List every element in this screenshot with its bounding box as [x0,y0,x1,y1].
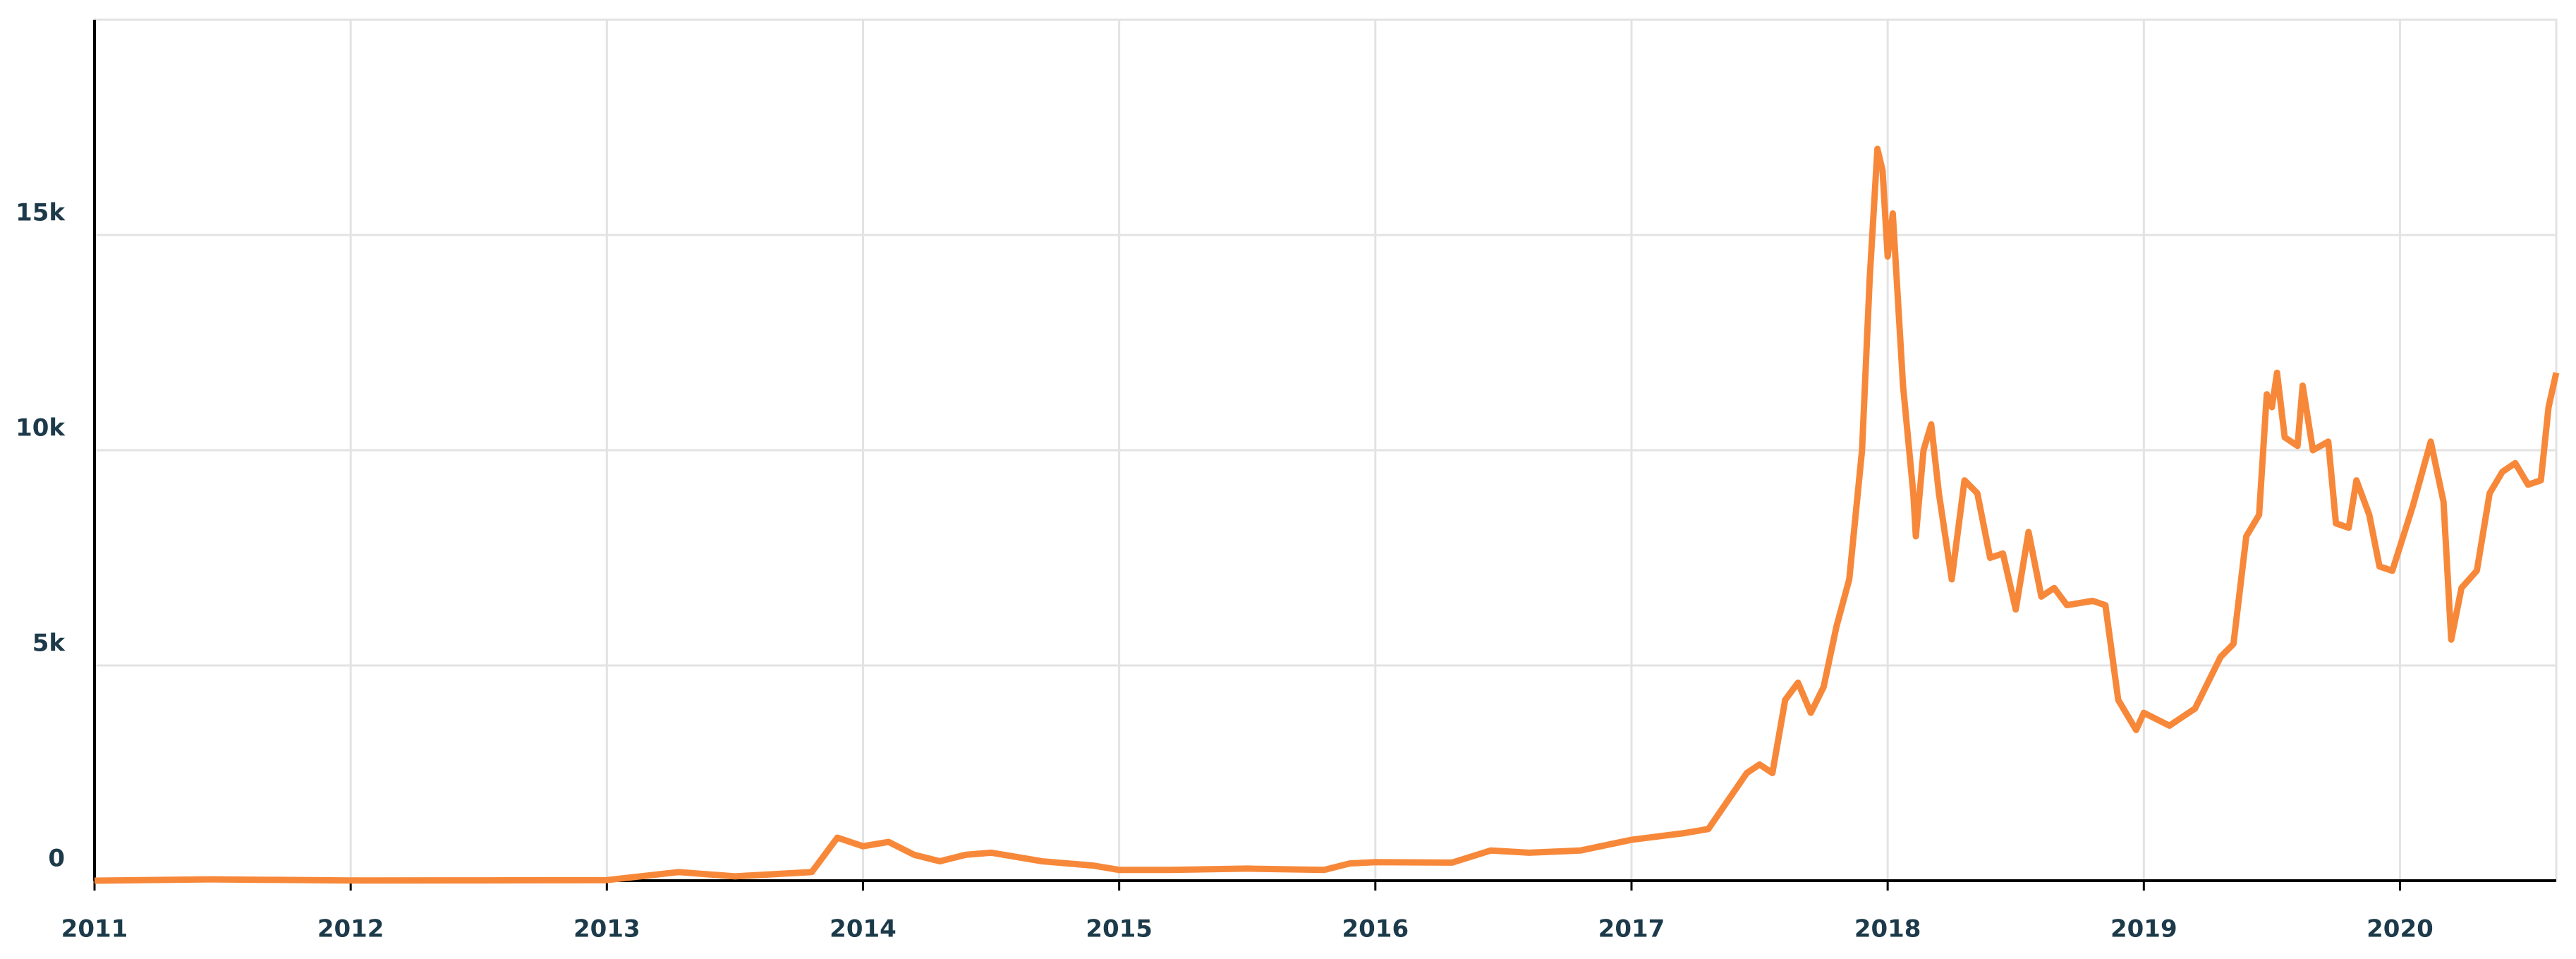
x-tick-label: 2016 [1342,915,1409,943]
x-tick-label: 2019 [2110,915,2177,943]
x-tick-label: 2013 [573,915,640,943]
price-line [94,145,2560,884]
x-tick-label: 2014 [830,915,897,943]
x-tick-label: 2017 [1598,915,1665,943]
x-tick-label: 2018 [1854,915,1921,943]
x-tick-label: 2020 [2367,915,2434,943]
x-tick-label: 2015 [1086,915,1153,943]
y-tick-label: 5k [32,629,66,658]
y-tick-label: 15k [16,199,66,227]
x-tick-label: 2012 [317,915,384,943]
y-tick-label: 10k [16,414,66,442]
y-tick-label: 0 [48,845,65,873]
x-tick-label: 2011 [61,915,128,943]
